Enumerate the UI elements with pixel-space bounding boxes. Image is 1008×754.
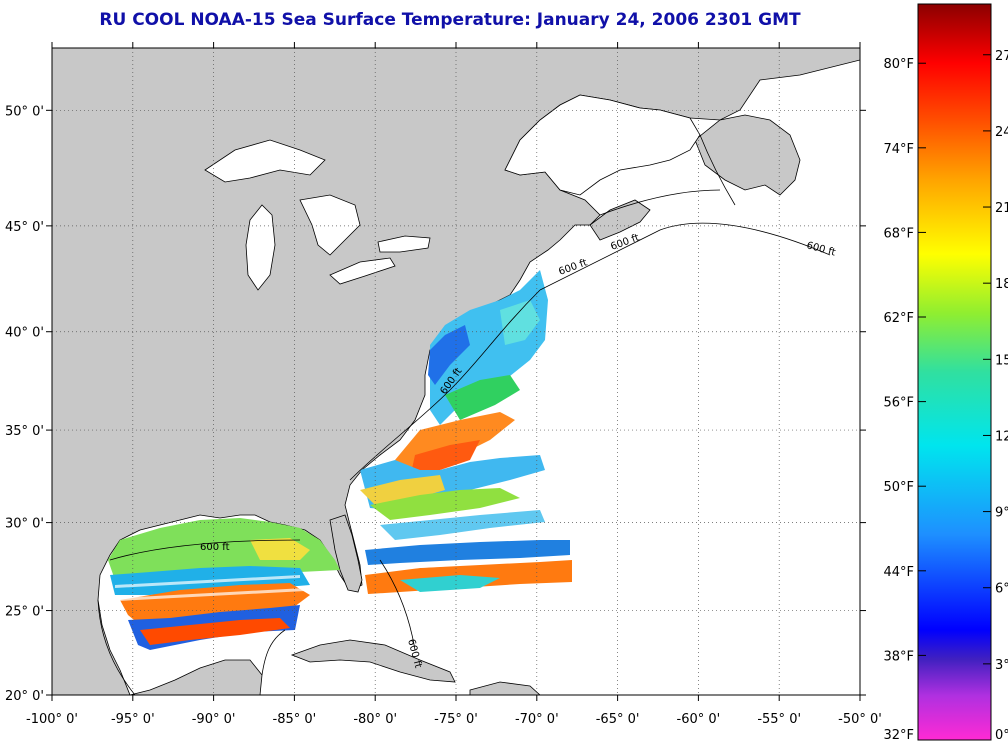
land-newfoundland xyxy=(694,114,801,196)
fahrenheit-label: 50°F xyxy=(883,480,914,495)
axis-ticks: -100° 0' -95° 0' -90° 0' -85° 0' -80° 0' -75°… xyxy=(5,42,882,727)
celsius-label: 21°C xyxy=(995,201,1008,216)
land-hispaniola xyxy=(469,681,541,695)
fahrenheit-label: 44°F xyxy=(883,565,914,580)
lon-tick-label: -70° 0' xyxy=(515,712,559,727)
fahrenheit-label: 32°F xyxy=(883,728,914,743)
lake-erie xyxy=(329,257,396,285)
celsius-label: 15°C xyxy=(995,353,1008,368)
lon-tick-label: -65° 0' xyxy=(596,712,640,727)
lon-tick-label: -95° 0' xyxy=(111,712,155,727)
land-yucatan xyxy=(129,659,263,695)
celsius-label: 12°C xyxy=(995,429,1008,444)
lon-tick-label: -90° 0' xyxy=(192,712,236,727)
lake-superior xyxy=(204,139,326,183)
lon-tick-label: -60° 0' xyxy=(677,712,721,727)
colorbar xyxy=(917,3,992,741)
fahrenheit-label: 56°F xyxy=(883,396,914,411)
fahrenheit-label: 62°F xyxy=(883,311,914,326)
lon-tick-label: -75° 0' xyxy=(434,712,478,727)
lat-tick-label: 30° 0' xyxy=(5,517,44,532)
contour-label: 600 ft xyxy=(200,542,230,553)
fahrenheit-label: 38°F xyxy=(883,649,914,664)
sst-swath-south xyxy=(365,540,572,594)
celsius-label: 27°C xyxy=(995,49,1008,64)
lake-michigan xyxy=(245,204,276,291)
gridlines xyxy=(52,48,860,695)
lat-tick-label: 50° 0' xyxy=(5,104,44,119)
celsius-label: 0°C xyxy=(995,728,1008,743)
celsius-label: 3°C xyxy=(995,658,1008,673)
lat-tick-label: 45° 0' xyxy=(5,220,44,235)
lon-tick-label: -85° 0' xyxy=(273,712,317,727)
fahrenheit-label: 74°F xyxy=(883,142,914,157)
lat-tick-label: 20° 0' xyxy=(5,689,44,704)
lat-tick-label: 35° 0' xyxy=(5,424,44,439)
land-florida xyxy=(329,514,363,593)
celsius-label: 9°C xyxy=(995,506,1008,521)
lon-tick-label: -100° 0' xyxy=(26,712,78,727)
lon-tick-label: -55° 0' xyxy=(757,712,801,727)
colorbar-labels: 27°C 24°C 21°C 18°C 15°C 12°C 9°C 6°C 3°C 0°C 80°F… xyxy=(883,49,1008,743)
sst-swath-gulf xyxy=(108,518,340,650)
land-nova-scotia xyxy=(589,199,651,241)
celsius-label: 18°C xyxy=(995,277,1008,292)
land-cuba xyxy=(290,639,456,683)
celsius-label: 24°C xyxy=(995,125,1008,140)
isobath-contours xyxy=(97,134,831,695)
celsius-label: 6°C xyxy=(995,582,1008,597)
lon-tick-label: -80° 0' xyxy=(353,712,397,727)
map-title: RU COOL NOAA-15 Sea Surface Temperature:… xyxy=(99,10,801,30)
gulf-st-lawrence xyxy=(504,94,701,196)
lake-ontario xyxy=(377,235,431,253)
lon-tick-label: -50° 0' xyxy=(838,712,882,727)
fahrenheit-label: 68°F xyxy=(883,226,914,241)
lat-tick-label: 40° 0' xyxy=(5,326,44,341)
fahrenheit-label: 80°F xyxy=(883,57,914,72)
lat-tick-label: 25° 0' xyxy=(5,605,44,620)
lake-huron xyxy=(299,194,361,256)
sst-swath-atlantic xyxy=(360,270,548,540)
